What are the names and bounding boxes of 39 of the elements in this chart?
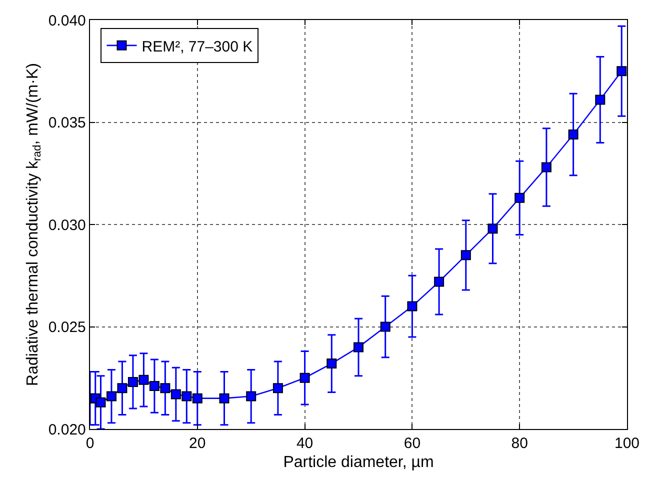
point [246,391,256,402]
point [170,389,181,400]
y-tick-label: 0.025 [48,319,86,336]
x-tick-label: 60 [404,435,421,452]
point [192,393,202,404]
x-tick-label: 100 [614,435,640,452]
point [300,372,310,383]
point [160,383,170,394]
point [354,342,364,352]
point [182,391,192,402]
x-tick-label: 20 [189,435,206,452]
point [514,192,525,203]
y-tick-label: 0.020 [48,421,86,438]
point [272,383,283,394]
point [149,381,160,392]
y-tick-label: 0.030 [48,216,86,234]
point [106,391,116,402]
x-tick-label: 40 [296,435,314,452]
point [595,94,606,105]
point [407,301,418,312]
point [117,383,128,394]
point [138,374,149,385]
point [380,322,390,332]
x-axis-title: Particle diameter, µm [283,454,434,471]
point [96,397,106,408]
y-tick-label: 0.035 [48,114,86,132]
x-tick-label: 0 [86,435,94,452]
legend-label: REM², 77–300 K [142,38,253,56]
point [460,250,471,260]
point [326,358,337,369]
point [616,66,627,76]
point [434,276,444,287]
point [128,376,138,387]
y-tick-label: 0.040 [48,12,86,30]
point [488,224,498,234]
point [568,130,578,140]
point [219,393,230,404]
point [541,162,552,172]
x-tick-label: 80 [511,435,528,452]
